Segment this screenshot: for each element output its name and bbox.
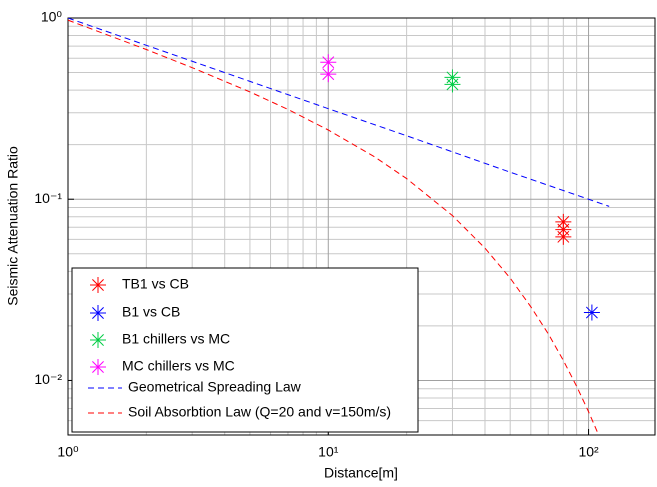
legend-label: Geometrical Spreading Law [128,379,302,395]
legend-label: B1 chillers vs MC [122,331,230,347]
data-line [68,19,598,432]
x-tick-label: 10² [578,444,599,460]
x-axis-label: Distance[m] [324,465,398,481]
marker-stroke [92,334,104,346]
data-point [555,228,572,245]
legend-label: TB1 vs CB [122,276,189,292]
y-tick-label: 10⁰ [41,9,63,25]
y-tick-label: 10⁻² [34,371,62,387]
legend-marker [90,305,106,321]
marker-stroke [92,279,104,291]
marker-stroke [585,306,598,319]
marker-stroke [92,307,104,319]
x-tick-label: 10¹ [318,444,339,460]
data-line [68,18,610,207]
legend-label: MC chillers vs MC [122,358,235,374]
legend-marker [90,277,106,293]
y-axis-label: Seismic Attenuation Ratio [5,146,21,306]
legend-label: Soil Absorbtion Law (Q=20 and v=150m/s) [128,404,391,420]
y-tick-label: 10⁻¹ [34,190,62,206]
marker-stroke [322,68,335,81]
legend-marker [90,332,106,348]
marker-stroke [557,230,570,243]
x-tick-label: 10⁰ [57,444,79,460]
data-point [444,76,461,93]
marker-stroke [322,56,335,69]
legend-marker [90,359,106,375]
marker-stroke [446,78,459,91]
data-point [583,304,600,321]
data-point [320,66,337,83]
legend-label: B1 vs CB [122,304,180,320]
marker-stroke [92,361,104,373]
legend-box [71,267,419,433]
plot-frame [67,17,656,436]
